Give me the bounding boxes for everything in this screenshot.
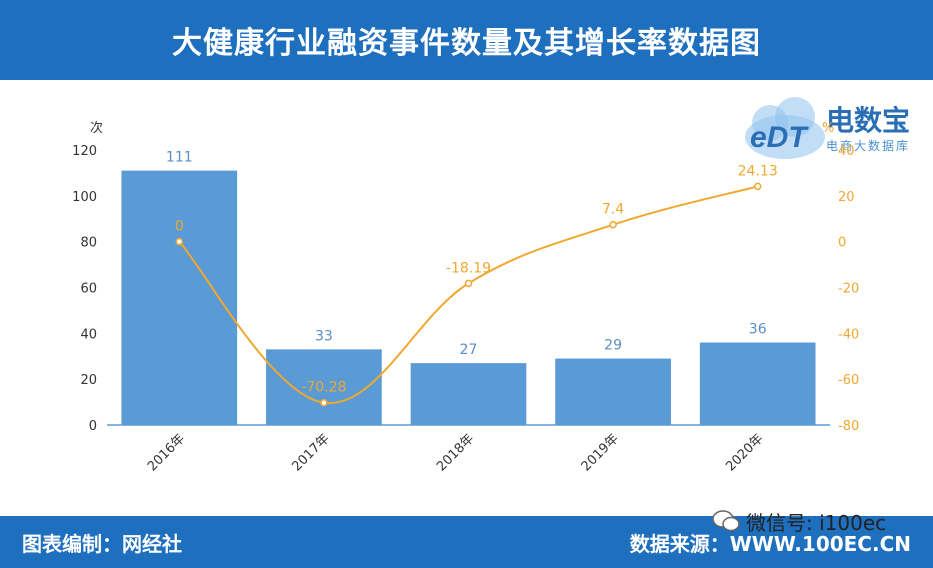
line-point xyxy=(753,182,762,191)
logo-subtitle: 电商大数据库 xyxy=(826,139,911,153)
y-left-tick-label: 20 xyxy=(80,373,97,388)
logo-name: 电数宝 xyxy=(826,104,911,137)
line-point xyxy=(175,237,184,246)
bar-value-label: 33 xyxy=(315,328,333,344)
bar-value-label: 36 xyxy=(749,322,767,338)
line-value-label: -18.19 xyxy=(446,260,491,276)
line-value-label: -70.28 xyxy=(301,380,346,396)
line-point xyxy=(609,220,617,229)
data-source: 数据来源：WWW.100EC.CN xyxy=(629,532,911,556)
y-left-tick-label: 60 xyxy=(80,282,97,297)
chart-title: 大健康行业融资事件数量及其增长率数据图 xyxy=(172,26,761,61)
bar xyxy=(410,363,527,425)
x-category-label: 2017年 xyxy=(290,431,333,474)
header-bar: 大健康行业融资事件数量及其增长率数据图 xyxy=(0,0,933,80)
y-left-tick-label: 80 xyxy=(80,236,97,251)
x-category-label: 2020年 xyxy=(723,431,766,474)
combo-chart: 0 20 40 60 80 100 120 次 -80 -60 -40 -20 0 20 40% 111 33… xyxy=(72,120,859,474)
x-category-label: 2019年 xyxy=(579,431,622,474)
y-right-tick-label: -60 xyxy=(838,373,859,388)
chart-credit: 图表编制：网经社 xyxy=(22,532,182,556)
wechat-watermark: 微信号: i100ec xyxy=(712,506,886,536)
y-right-axis-label: % xyxy=(822,121,834,136)
bar-value-label: 29 xyxy=(604,338,622,354)
bar-value-label: 27 xyxy=(460,342,478,358)
line-value-label: 7.4 xyxy=(602,202,624,218)
logo-badge: eDT xyxy=(750,121,809,154)
bar xyxy=(266,349,382,425)
y-right-tick-label: -20 xyxy=(838,282,859,297)
y-right-tick-label: -40 xyxy=(838,327,859,342)
bar-value-label: 111 xyxy=(166,150,193,166)
y-left-tick-label: 120 xyxy=(72,144,97,159)
line-point xyxy=(320,398,328,407)
y-left-tick-label: 0 xyxy=(89,419,97,434)
x-category-label: 2016年 xyxy=(145,431,188,474)
y-left-tick-label: 40 xyxy=(80,327,97,342)
footer-bar: 图表编制：网经社 数据来源：WWW.100EC.CN xyxy=(0,516,933,568)
line-point xyxy=(464,279,473,288)
growth-rate-line xyxy=(178,185,758,404)
y-left-axis-label: 次 xyxy=(90,120,103,136)
line-value-label: 0 xyxy=(175,219,184,235)
bar xyxy=(699,342,816,425)
bar xyxy=(555,358,671,425)
wechat-id: 微信号: i100ec xyxy=(746,510,887,535)
x-category-label: 2018年 xyxy=(434,431,477,474)
cloud-logo-icon: eDT xyxy=(745,97,825,159)
y-right-tick-label: 20 xyxy=(838,190,855,205)
logo: eDT 电数宝 电商大数据库 xyxy=(740,95,925,163)
y-right-tick-label: 0 xyxy=(838,236,846,251)
wechat-icon xyxy=(712,510,740,532)
y-right-tick-label: 40 xyxy=(838,144,855,159)
y-right-tick-label: -80 xyxy=(838,419,859,434)
line-value-label: 24.13 xyxy=(738,163,778,179)
y-left-tick-label: 100 xyxy=(72,190,97,205)
